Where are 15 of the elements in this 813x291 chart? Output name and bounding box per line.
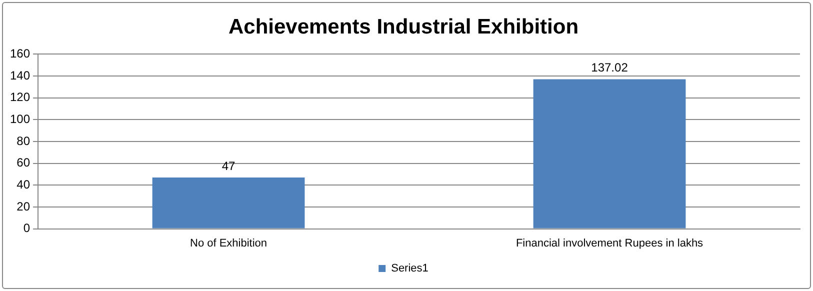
y-tick-label: 20 (16, 199, 30, 214)
y-tick-label: 120 (10, 90, 30, 104)
y-tick-label: 140 (10, 68, 30, 82)
y-tick-label: 60 (16, 156, 30, 170)
data-label: 137.02 (591, 60, 628, 75)
x-tick-label: Financial involvement Rupees in lakhs (516, 237, 704, 250)
data-label: 47 (222, 158, 236, 173)
y-tick-label: 0 (23, 221, 30, 236)
x-tick-label: No of Exhibition (190, 237, 268, 250)
y-tick-label: 100 (10, 112, 30, 126)
chart-title: Achievements Industrial Exhibition (228, 15, 579, 38)
y-tick-label: 80 (16, 134, 30, 148)
y-tick-label: 40 (16, 177, 30, 192)
y-tick-label: 160 (10, 46, 30, 61)
legend-label: Series1 (391, 262, 428, 275)
